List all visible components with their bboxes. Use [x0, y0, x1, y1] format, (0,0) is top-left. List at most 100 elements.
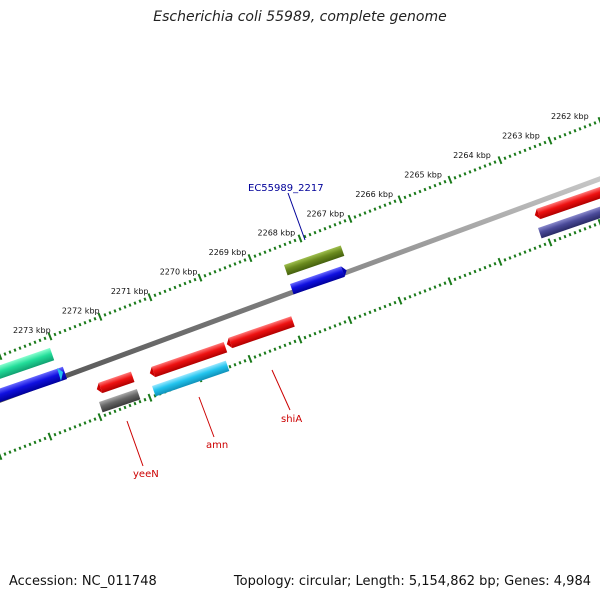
outer-ruler-minor-tick [323, 226, 327, 231]
outer-ruler-minor-tick [353, 215, 357, 219]
inner-ruler-minor-tick [43, 436, 47, 441]
label-line-amn [198, 396, 215, 438]
accession-text: Accession: NC_011748 [9, 574, 157, 589]
inner-ruler-major-tick [497, 257, 503, 266]
outer-ruler-minor-tick [333, 223, 337, 227]
ruler-labels: 2262 kbp 2263 kbp 2264 kbp 2265 kbp 2266 kbp… [13, 112, 589, 335]
inner-ruler-minor-tick [343, 320, 347, 324]
outer-ruler-minor-tick [28, 342, 32, 347]
inner-ruler-minor-tick [438, 283, 442, 287]
inner-ruler-minor-tick [243, 359, 247, 363]
outer-ruler-minor-tick [358, 213, 362, 217]
outer-ruler-minor-tick [553, 136, 557, 141]
outer-ruler-major-tick [97, 312, 103, 321]
outer-ruler-minor-tick [578, 127, 582, 131]
outer-ruler-minor-tick [133, 301, 137, 305]
inner-ruler-major-tick [297, 335, 303, 344]
outer-ruler-minor-tick [438, 181, 442, 186]
outer-ruler-minor-tick [158, 291, 162, 296]
inner-ruler-minor-tick [593, 223, 597, 227]
outer-ruler-major-tick [447, 175, 453, 184]
cds-red[interactable] [536, 183, 600, 220]
outer-ruler-minor-tick [78, 322, 82, 327]
gene-label-EC55989_2217[interactable]: EC55989_2217 [248, 183, 324, 194]
outer-ruler-minor-tick [153, 293, 157, 298]
outer-ruler-minor-tick [383, 203, 387, 207]
ruler-label: 2269 kbp [209, 248, 247, 257]
inner-ruler-minor-tick [118, 407, 122, 412]
ruler-label: 2263 kbp [502, 131, 540, 140]
inner-ruler-minor-tick [403, 296, 407, 301]
cds-small-arrow[interactable] [57, 368, 63, 381]
inner-ruler-major-tick [397, 296, 403, 305]
gene-label-amn[interactable]: amn [206, 440, 228, 451]
outer-ruler-minor-tick [363, 211, 367, 215]
cds-EC55989_2217[interactable] [284, 245, 345, 276]
cds-amn[interactable] [152, 360, 230, 397]
inner-ruler-minor-tick [88, 419, 92, 423]
outer-ruler-minor-tick [268, 248, 272, 253]
inner-ruler-major-tick [597, 218, 600, 226]
outer-ruler-minor-tick [513, 152, 517, 157]
outer-ruler-minor-tick [258, 252, 262, 256]
inner-ruler-minor-tick [408, 295, 412, 299]
inner-ruler-minor-tick [238, 361, 242, 365]
outer-ruler-minor-tick [478, 166, 482, 170]
gene-label-shiA[interactable]: shiA [281, 414, 302, 425]
outer-ruler-minor-tick [393, 199, 397, 204]
inner-ruler-minor-tick [38, 438, 42, 443]
outer-ruler-minor-tick [308, 232, 312, 237]
outer-ruler-minor-tick [238, 260, 242, 264]
inner-ruler-minor-tick [258, 353, 262, 357]
outer-ruler-minor-tick [338, 221, 342, 225]
outer-ruler-minor-tick [63, 328, 67, 333]
outer-ruler-minor-tick [573, 129, 577, 133]
outer-ruler-minor-tick [538, 142, 542, 147]
inner-ruler-minor-tick [558, 236, 562, 241]
outer-ruler-major-tick [297, 234, 303, 243]
inner-ruler-minor-tick [303, 335, 307, 340]
outer-ruler-major-tick [547, 136, 553, 145]
cds-green[interactable] [0, 347, 55, 385]
ruler-label: 2271 kbp [111, 287, 149, 296]
outer-ruler-minor-tick [108, 311, 112, 315]
inner-ruler-minor-tick [143, 397, 147, 402]
label-line-EC55989_2217 [287, 192, 306, 241]
outer-ruler-minor-tick [558, 134, 562, 139]
outer-ruler-minor-tick [328, 224, 332, 229]
cds-blue[interactable] [290, 266, 345, 295]
inner-ruler-minor-tick [463, 273, 467, 278]
cds-red[interactable] [151, 341, 228, 378]
outer-ruler-minor-tick [593, 121, 597, 125]
outer-ruler-minor-tick [423, 187, 427, 192]
cds-slate[interactable] [538, 203, 600, 239]
inner-ruler-major-tick [97, 413, 103, 422]
outer-ruler-minor-tick [378, 205, 382, 209]
inner-ruler-minor-tick [123, 405, 127, 410]
inner-ruler-minor-tick [138, 399, 142, 404]
inner-ruler-minor-tick [318, 329, 322, 334]
inner-ruler-minor-tick [93, 417, 97, 421]
inner-ruler-minor-tick [28, 442, 32, 447]
outer-ruler-minor-tick [193, 277, 197, 282]
inner-ruler-minor-tick [73, 425, 77, 429]
ruler-label: 2265 kbp [404, 170, 442, 179]
cds-shiA[interactable] [228, 316, 295, 349]
ruler-label: 2262 kbp [551, 112, 589, 121]
cds-blue[interactable] [0, 366, 68, 406]
outer-ruler-minor-tick [273, 246, 277, 251]
inner-ruler-minor-tick [33, 440, 37, 445]
cds-yeeN[interactable] [99, 388, 141, 413]
inner-ruler-minor-tick [503, 258, 507, 262]
inner-ruler-minor-tick [263, 351, 267, 355]
inner-ruler-minor-tick [358, 314, 362, 318]
cds-red[interactable] [98, 371, 135, 394]
gene-label-yeeN[interactable]: yeeN [133, 469, 159, 480]
outer-ruler-minor-tick [428, 185, 432, 190]
outer-ruler-minor-tick [93, 317, 97, 321]
outer-ruler-minor-tick [228, 264, 232, 268]
outer-ruler-minor-tick [83, 320, 87, 325]
outer-ruler-minor-tick [43, 336, 47, 341]
inner-ruler-minor-tick [518, 252, 522, 256]
